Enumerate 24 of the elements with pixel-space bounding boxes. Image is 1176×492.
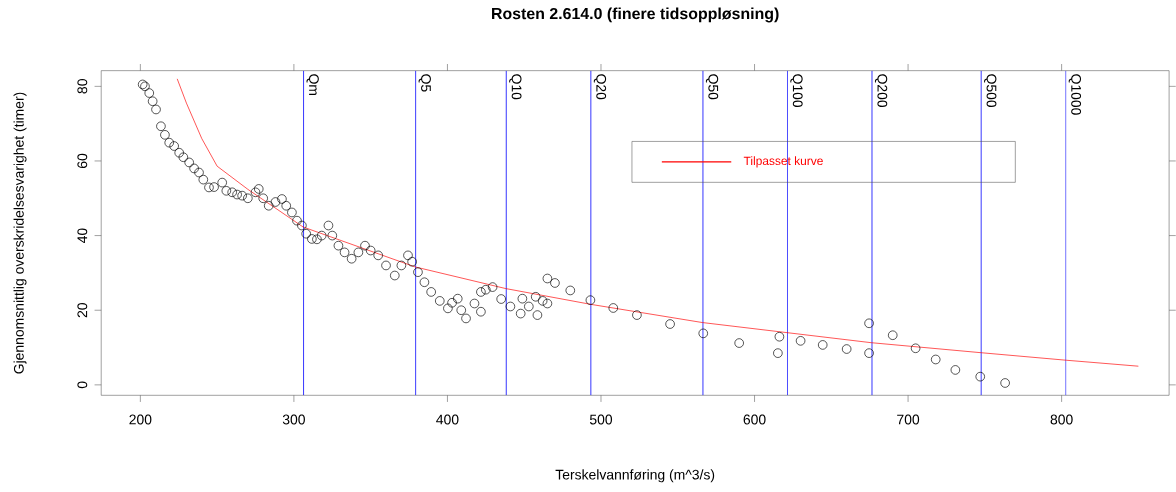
x-tick-label: 500 <box>589 414 613 425</box>
y-tick-label: 40 <box>77 228 88 244</box>
x-tick-label: 600 <box>743 414 766 425</box>
x-tick-label: 300 <box>282 414 305 425</box>
ref-line-label: Q500 <box>984 74 997 108</box>
ref-line-label: Q100 <box>790 74 803 108</box>
x-tick-label: 700 <box>897 414 920 425</box>
ref-line-label: Q50 <box>705 74 719 100</box>
ref-line-label: Q5 <box>418 74 431 92</box>
x-tick-label: 800 <box>1050 414 1073 425</box>
ref-line-label: Qm <box>306 74 319 96</box>
x-tick-label: 200 <box>129 414 152 425</box>
ref-line-label: Q200 <box>874 74 888 108</box>
y-tick-label: 60 <box>77 153 88 169</box>
ref-line-label: Q1000 <box>1068 74 1082 116</box>
x-axis-title: Terskelvannføring (m^3/s) <box>555 469 715 483</box>
y-tick-label: 0 <box>77 381 88 389</box>
ref-line-label: Q20 <box>593 74 607 100</box>
x-tick-label: 400 <box>436 414 459 425</box>
ref-line-label: Q10 <box>509 74 522 100</box>
y-tick-label: 20 <box>77 303 88 318</box>
y-axis-title: Gjennomsnittlig overskridelsesvarighet (timer) <box>13 92 27 374</box>
chart-title: Rosten 2.614.0 (finere tidsoppløsning) <box>492 7 779 23</box>
y-tick-label: 80 <box>77 79 88 94</box>
